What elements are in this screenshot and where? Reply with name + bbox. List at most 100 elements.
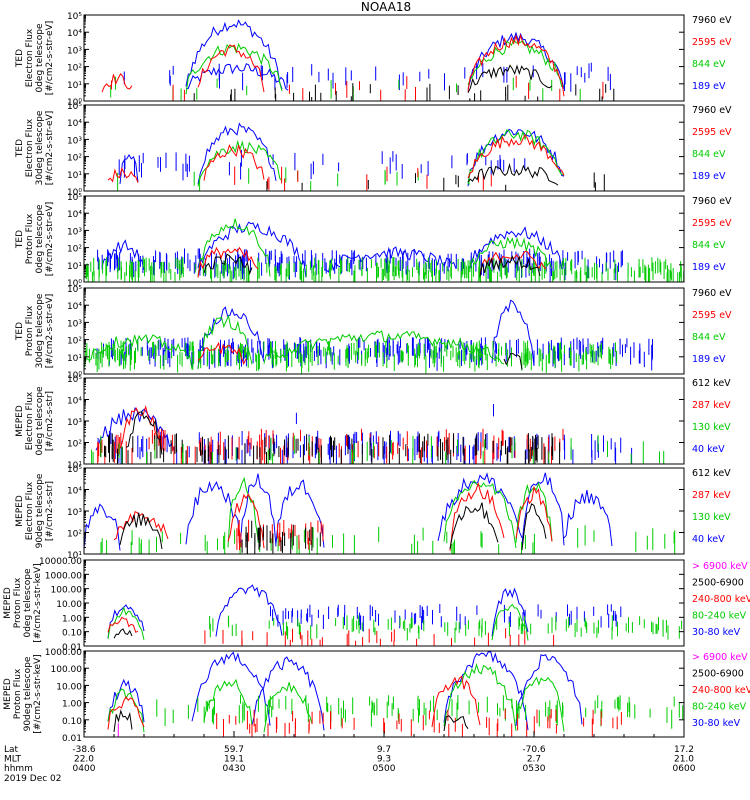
series-scatter	[204, 628, 555, 646]
series-trace	[197, 299, 535, 370]
x-row-label: MLT	[4, 755, 22, 765]
y-tick-label: 10³	[67, 136, 82, 146]
panel-6: 10¹ 10² 10³ 10⁴ 10⁵ MEPED Electron Flux 90deg t…	[15, 465, 731, 561]
series-3	[107, 133, 565, 191]
y-axis-label-line: Electron Flux	[25, 28, 35, 87]
legend-entry: 240-800 keV	[692, 685, 750, 696]
series-3	[197, 341, 247, 365]
y-axis-label-line: [#/cm2-s-str-eV]	[45, 294, 55, 369]
y-axis-label: MEPED Electron Flux 90deg telescope [#/cm2-…	[15, 473, 55, 548]
x-row-value: 0430	[223, 764, 246, 774]
series-4	[91, 435, 665, 464]
panel-frame	[83, 14, 685, 102]
legend-entry: 189 eV	[692, 171, 726, 182]
series-scatter	[100, 433, 561, 464]
series-scatter	[216, 708, 622, 737]
legend-entry: > 6900 keV	[692, 561, 748, 572]
panel-4: 10⁰ 10¹ 10² 10³ 10⁴ 10⁵ TED Proton Flux 30deg te…	[15, 285, 732, 381]
series-scatter	[111, 75, 604, 101]
series-scatter	[156, 694, 684, 729]
series-trace	[203, 253, 541, 277]
y-tick-label: 10⁰	[67, 279, 82, 289]
series-2	[107, 662, 684, 733]
series-scatter	[85, 340, 618, 374]
series-scatter	[266, 172, 605, 191]
y-tick-label: 10⁵	[67, 465, 82, 475]
series-trace	[185, 39, 565, 95]
y-axis-label-line: 30deg telescope	[35, 293, 45, 368]
series-3	[100, 410, 561, 464]
x-row-value: 17.2	[674, 745, 694, 755]
y-axis-label-line: Electron Flux	[25, 391, 35, 450]
series-4	[119, 502, 547, 554]
legend-entry: 130 keV	[692, 422, 731, 433]
y-axis-label-line: TED	[15, 49, 25, 68]
y-tick-label: 1000.00	[45, 648, 82, 658]
y-tick-label: 10¹	[67, 354, 82, 364]
y-axis-label-line: [#/cm2-s-str]	[45, 391, 55, 451]
y-tick-label: 10⁴	[67, 29, 82, 39]
y-tick-label: 10³	[67, 418, 82, 428]
series-trace	[101, 221, 565, 278]
y-tick-label: 10³	[67, 319, 82, 329]
series-trace	[107, 662, 565, 733]
legend-entry: 612 keV	[692, 378, 731, 389]
series-trace	[107, 584, 529, 639]
legend-entry: 240-800 keV	[692, 594, 750, 605]
y-axis-label-line: MEPED	[15, 495, 25, 527]
series-trace	[119, 405, 163, 451]
legend-entry: 844 eV	[692, 332, 726, 343]
y-tick-label: 10⁴	[67, 210, 82, 220]
panel-3: 10⁰ 10¹ 10² 10³ 10⁴ 10⁵ TED Proton Flux 0deg tel…	[15, 193, 732, 289]
series-4	[113, 628, 133, 639]
y-axis-label: TED Electron Flux 30deg telescope [#/cm2-s-…	[15, 110, 55, 185]
panel-5: 10¹ 10² 10³ 10⁴ 10⁵ MEPED Electron Flux 0deg te…	[15, 375, 731, 471]
y-tick-label: 10000.00	[39, 557, 82, 567]
y-tick-label: 10¹	[67, 171, 82, 181]
series-scatter	[91, 435, 665, 464]
panel-2: 10⁰ 10¹ 10² 10³ 10⁴ 10⁵ TED Electron Flux 30deg …	[15, 102, 732, 198]
y-axis-label-line: 90deg telescope	[35, 473, 45, 548]
y-tick-label: 10²	[67, 337, 82, 347]
series-4	[113, 709, 469, 733]
y-tick-label: 10¹	[67, 262, 82, 272]
legend-entry: 80-240 keV	[692, 702, 747, 713]
y-axis-label-line: 0deg telescope	[23, 568, 33, 638]
legend-entry: 2500-6900	[692, 669, 744, 680]
y-tick-label: 10¹	[67, 81, 82, 91]
y-tick-label: 10²	[67, 530, 82, 540]
y-axis-label-line: 0deg telescope	[35, 204, 45, 274]
y-tick-label: 10⁴	[67, 487, 82, 497]
y-axis-label-line: MEPED	[3, 678, 13, 710]
y-tick-label: 10²	[67, 154, 82, 164]
series-scatter	[234, 166, 492, 191]
x-row-value: 0600	[673, 764, 696, 774]
y-tick-label: 10⁴	[67, 302, 82, 312]
series-trace	[119, 122, 565, 187]
x-row-value: 21.0	[674, 755, 694, 765]
y-tick-label: 10⁰	[67, 371, 82, 381]
series-4	[193, 64, 615, 101]
figure-title: NOAA18	[361, 0, 411, 14]
y-axis-label-line: [#/cm2-s-str-keV]	[33, 563, 43, 642]
series-trace	[125, 410, 163, 455]
y-tick-label: 1000.00	[45, 571, 82, 581]
legend-entry: 844 eV	[692, 59, 726, 70]
series-trace	[83, 472, 613, 551]
legend-entry: 189 eV	[692, 81, 726, 92]
y-axis-label-line: TED	[15, 139, 25, 158]
x-axis-group: Lat -38.6 59.7 9.7 -70.6 17.2 MLT 22.0 19.1 9.3 2.…	[4, 731, 696, 784]
legend-entry: 40 keV	[692, 444, 725, 455]
series-4	[266, 162, 605, 191]
y-tick-label: 1.00	[62, 614, 82, 624]
legend-entry: 30-80 keV	[692, 718, 741, 729]
y-tick-label: 0.01	[62, 643, 82, 653]
y-axis-label-line: MEPED	[3, 587, 13, 619]
legend-entry: 40 keV	[692, 534, 725, 545]
y-tick-label: 10⁵	[67, 12, 82, 22]
y-tick-label: 0.10	[62, 717, 82, 727]
legend-entry: > 6900 keV	[692, 652, 748, 663]
series-trace	[467, 64, 553, 94]
series-scatter	[97, 428, 564, 464]
